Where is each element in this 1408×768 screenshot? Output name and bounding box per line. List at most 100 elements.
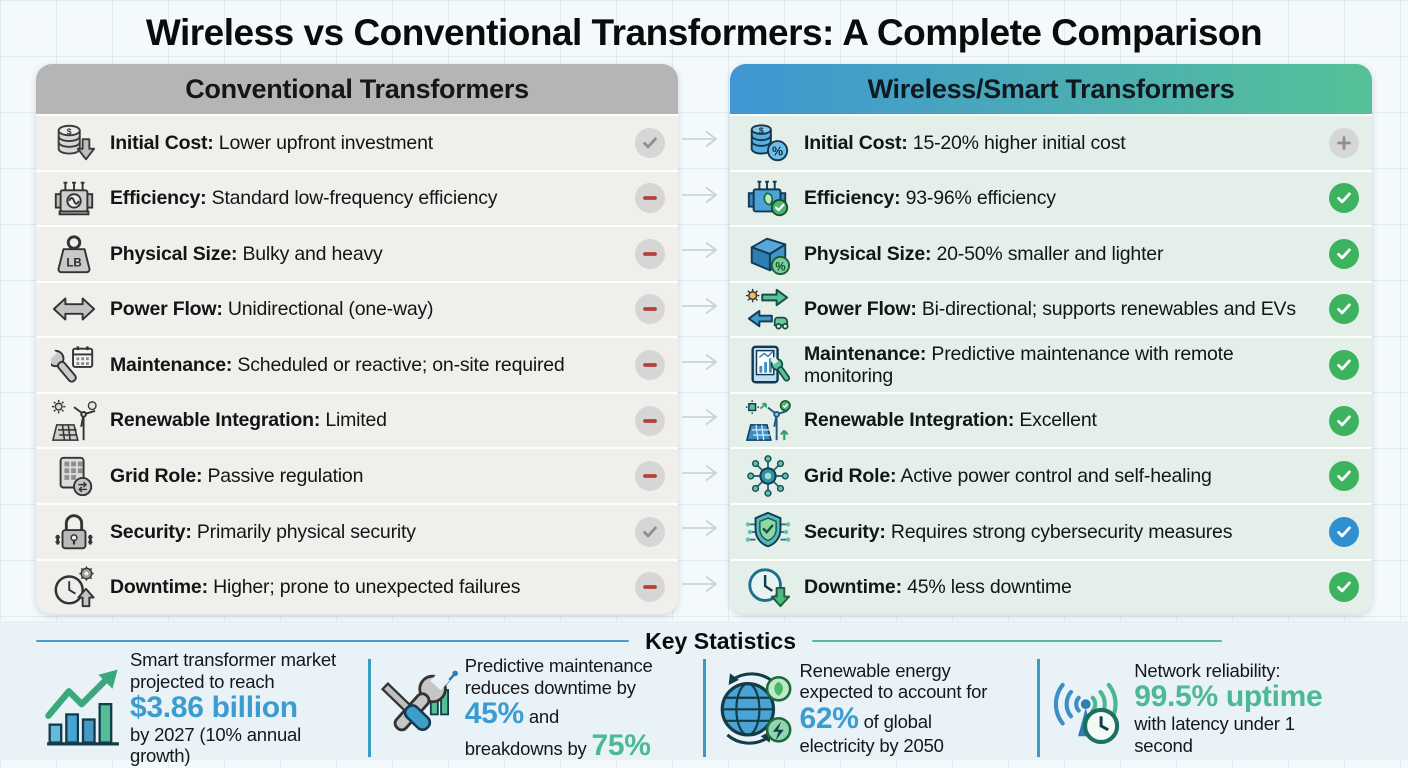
status-plus-gray-icon	[1329, 127, 1359, 158]
stat-segment: second	[1134, 734, 1193, 756]
transformer-icon	[46, 175, 102, 221]
stat-segment: reduces downtime by	[464, 676, 636, 698]
box-percent-icon: %	[740, 231, 796, 277]
stat-value: 75%	[591, 728, 651, 762]
conventional-row-security: Security: Primarily physical security	[36, 502, 678, 559]
key-statistics-header: Key Statistics	[36, 621, 1372, 657]
smart-row-physical-size: % Physical Size: 20-50% smaller and light…	[730, 225, 1372, 281]
row-text: Power Flow: Unidirectional (one-way)	[102, 298, 635, 320]
stat-segment: Predictive maintenance	[464, 654, 653, 676]
row-label: Grid Role:	[110, 465, 203, 488]
smart-row-grid-role: Grid Role: Active power control and self…	[730, 447, 1372, 503]
smart-row-maintenance: Maintenance: Predictive maintenance with…	[730, 336, 1372, 392]
row-description: Scheduled or reactive; on-site required	[232, 353, 565, 376]
row-label: Maintenance:	[804, 342, 927, 365]
row-description: 15-20% higher initial cost	[907, 131, 1126, 154]
connector-arrow-3	[678, 225, 730, 281]
stat-segment: of global	[858, 711, 932, 733]
stat-line: electricity by 2050	[800, 735, 988, 757]
status-check-green-icon	[1329, 461, 1359, 492]
status-minus-red-icon	[635, 238, 665, 269]
stat-line: Renewable energy	[800, 660, 988, 682]
row-description: Requires strong cybersecurity measures	[885, 520, 1233, 543]
arrow-right-icon	[681, 352, 727, 377]
arrow-right-icon	[681, 463, 727, 488]
stat-line: Network reliability:	[1134, 660, 1322, 682]
conventional-row-maintenance: Maintenance: Scheduled or reactive; on-s…	[36, 336, 678, 392]
shield-circuit-icon	[740, 509, 796, 555]
row-text: Initial Cost: Lower upfront investment	[102, 132, 635, 154]
stat-line: Predictive maintenance	[465, 655, 653, 677]
svg-text:$: $	[67, 126, 72, 136]
row-label: Initial Cost:	[110, 131, 214, 154]
row-label: Power Flow:	[804, 298, 917, 321]
stat-segment: Smart transformer market	[130, 648, 336, 670]
stat-line: expected to account for	[800, 681, 988, 703]
stat-value: 45%	[464, 697, 524, 731]
stat-line: 99.5% uptime	[1134, 681, 1322, 713]
smart-row-power-flow: Power Flow: Bi-directional; supports ren…	[730, 280, 1372, 337]
stat-segment: and	[523, 706, 560, 728]
connector-arrow-5	[678, 336, 730, 392]
stat-segment: with latency under 1	[1134, 712, 1295, 734]
row-text: Downtime: Higher; prone to unexpected fa…	[102, 576, 635, 598]
growth-chart-icon	[42, 667, 124, 749]
arrow-right-icon	[681, 407, 727, 432]
row-description: 93-96% efficiency	[900, 187, 1056, 210]
stat-segment: breakdowns by	[464, 737, 592, 759]
connector-arrow-8	[678, 503, 730, 559]
key-statistics-section: Key Statistics Smart transformer market p…	[0, 621, 1408, 766]
row-label: Physical Size:	[804, 242, 932, 265]
arrow-right-icon	[681, 240, 727, 265]
coins-percent-icon: $%	[740, 120, 796, 166]
conventional-row-grid-role: Grid Role: Passive regulation	[36, 447, 678, 503]
svg-text:LB: LB	[66, 257, 81, 269]
stat-line: reduces downtime by	[465, 677, 653, 699]
stat-segment: electricity by 2050	[799, 734, 944, 756]
weight-lb-icon: LB	[46, 231, 102, 277]
stat-line: 62% of global	[800, 703, 988, 735]
row-text: Renewable Integration: Limited	[102, 409, 635, 431]
connector-arrow-6	[678, 392, 730, 448]
row-label: Efficiency:	[804, 187, 901, 210]
status-check-green-icon	[1329, 405, 1359, 436]
row-text: Power Flow: Bi-directional; supports ren…	[796, 298, 1329, 320]
row-text: Maintenance: Predictive maintenance with…	[796, 343, 1329, 387]
infographic: Wireless vs Conventional Transformers: A…	[0, 12, 1408, 766]
coins-down-icon: $	[46, 120, 102, 166]
stats-row: Smart transformer market projected to rea…	[36, 649, 1372, 766]
stat-text: Network reliability: 99.5% uptime with lat…	[1134, 660, 1322, 756]
conventional-row-renewable-integration: Renewable Integration: Limited	[36, 391, 678, 448]
row-description: Primarily physical security	[191, 520, 416, 543]
status-check-green-icon	[1329, 572, 1359, 603]
network-hub-icon	[740, 453, 796, 499]
row-description: Standard low-frequency efficiency	[206, 187, 498, 210]
stat-line: with latency under 1	[1134, 713, 1322, 735]
row-connectors	[678, 64, 730, 614]
row-text: Renewable Integration: Excellent	[796, 409, 1329, 431]
smart-row-renewable-integration: Renewable Integration: Excellent	[730, 391, 1372, 448]
comparison-area: Conventional Transformers $ Initial Cost:…	[36, 64, 1372, 614]
stat-segment: by 2027 (10% annual growth)	[130, 723, 302, 767]
divider-line-left	[36, 639, 630, 643]
stat-text: Smart transformer market projected to rea…	[130, 649, 362, 767]
conventional-row-power-flow: Power Flow: Unidirectional (one-way)	[36, 280, 678, 337]
row-description: Bi-directional; supports renewables and …	[916, 298, 1296, 321]
row-text: Downtime: 45% less downtime	[796, 576, 1329, 598]
stat-segment: expected to account for	[799, 681, 988, 703]
row-description: 45% less downtime	[901, 576, 1072, 599]
row-description: Limited	[320, 409, 387, 432]
stat-line: second	[1134, 735, 1322, 757]
arrow-right-icon	[681, 296, 727, 321]
status-minus-red-icon	[635, 405, 665, 436]
row-text: Security: Requires strong cybersecurity …	[796, 521, 1329, 543]
stat-line: by 2027 (10% annual growth)	[130, 724, 362, 767]
stat-value: 99.5% uptime	[1134, 680, 1323, 714]
row-label: Grid Role:	[804, 465, 897, 488]
row-text: Efficiency: 93-96% efficiency	[796, 187, 1329, 209]
status-check-blue-icon	[1329, 516, 1359, 547]
stat-line: $3.86 billion	[130, 692, 362, 724]
divider-line-right	[812, 639, 1222, 643]
row-label: Power Flow:	[110, 298, 223, 321]
row-text: Efficiency: Standard low-frequency effic…	[102, 187, 635, 209]
